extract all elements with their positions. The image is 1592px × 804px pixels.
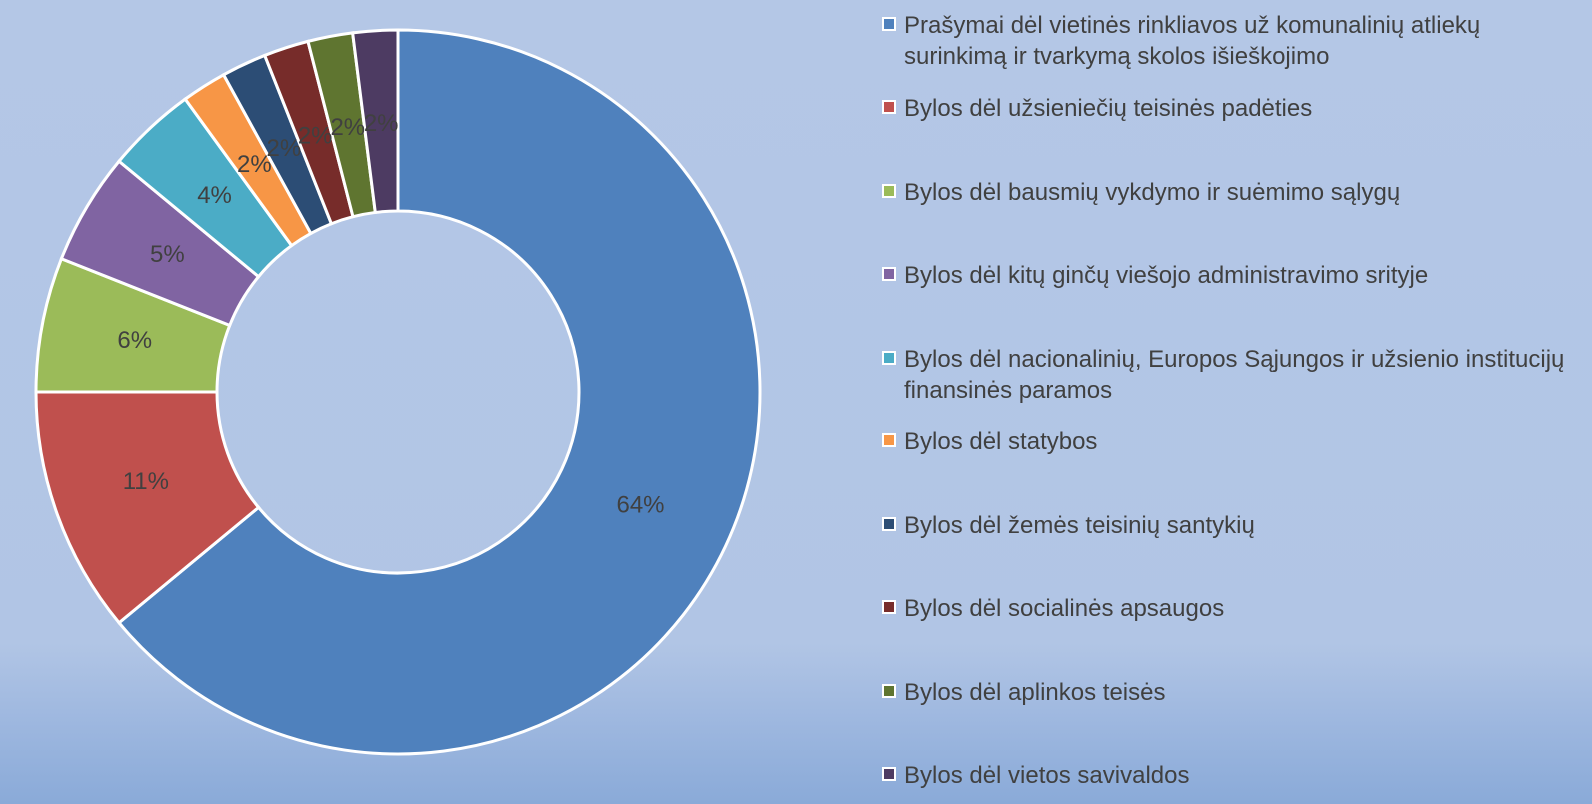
legend-label: Bylos dėl kitų ginčų viešojo administrav… — [904, 262, 1429, 289]
data-label: 11% — [123, 468, 169, 495]
legend-swatch — [882, 184, 896, 198]
legend-label: Bylos dėl nacionalinių, Europos Sąjungos… — [904, 346, 1565, 404]
donut-segment — [116, 28, 762, 756]
legend-label: Bylos dėl socialinės apsaugos — [904, 595, 1225, 622]
data-label: 5% — [150, 241, 185, 268]
data-label: 2% — [298, 122, 333, 149]
chart: 64%11%6%5%4%2%2%2%2%2% — [34, 28, 762, 756]
legend-item: Bylos dėl užsieniečių teisinės padėties — [882, 93, 1572, 124]
legend-label: Bylos dėl užsieniečių teisinės padėties — [904, 95, 1313, 122]
legend-item: Bylos dėl vietos savivaldos — [882, 760, 1572, 791]
legend-item: Bylos dėl žemės teisinių santykių — [882, 510, 1572, 541]
legend-item: Bylos dėl bausmių vykdymo ir suėmimo sąl… — [882, 177, 1572, 208]
legend-swatch — [882, 267, 896, 281]
data-label: 2% — [330, 114, 365, 141]
legend-item: Bylos dėl statybos — [882, 426, 1572, 457]
legend-label: Bylos dėl statybos — [904, 428, 1098, 455]
legend-item: Bylos dėl nacionalinių, Europos Sąjungos… — [882, 344, 1572, 406]
data-label: 2% — [237, 151, 272, 178]
legend-label: Bylos dėl vietos savivaldos — [904, 762, 1190, 789]
legend-swatch — [882, 767, 896, 781]
data-label: 2% — [364, 110, 399, 137]
legend-swatch — [882, 684, 896, 698]
legend-label: Bylos dėl bausmių vykdymo ir suėmimo sąl… — [904, 179, 1401, 206]
legend-item: Prašymai dėl vietinės rinkliavos už komu… — [882, 10, 1572, 72]
data-label: 2% — [267, 135, 302, 162]
legend-item: Bylos dėl socialinės apsaugos — [882, 593, 1572, 624]
data-label: 6% — [117, 327, 152, 354]
donut-segment — [350, 28, 400, 215]
legend-label: Bylos dėl aplinkos teisės — [904, 679, 1166, 706]
legend-swatch — [882, 100, 896, 114]
data-label: 4% — [197, 182, 232, 209]
legend-swatch — [882, 433, 896, 447]
data-label: 64% — [616, 491, 664, 518]
legend-swatch — [882, 517, 896, 531]
legend-swatch — [882, 17, 896, 31]
legend-swatch — [882, 351, 896, 365]
legend-label: Prašymai dėl vietinės rinkliavos už komu… — [904, 12, 1481, 70]
legend-item: Bylos dėl aplinkos teisės — [882, 677, 1572, 708]
legend-swatch — [882, 600, 896, 614]
legend-label: Bylos dėl žemės teisinių santykių — [904, 512, 1255, 539]
legend-item: Bylos dėl kitų ginčų viešojo administrav… — [882, 260, 1572, 291]
